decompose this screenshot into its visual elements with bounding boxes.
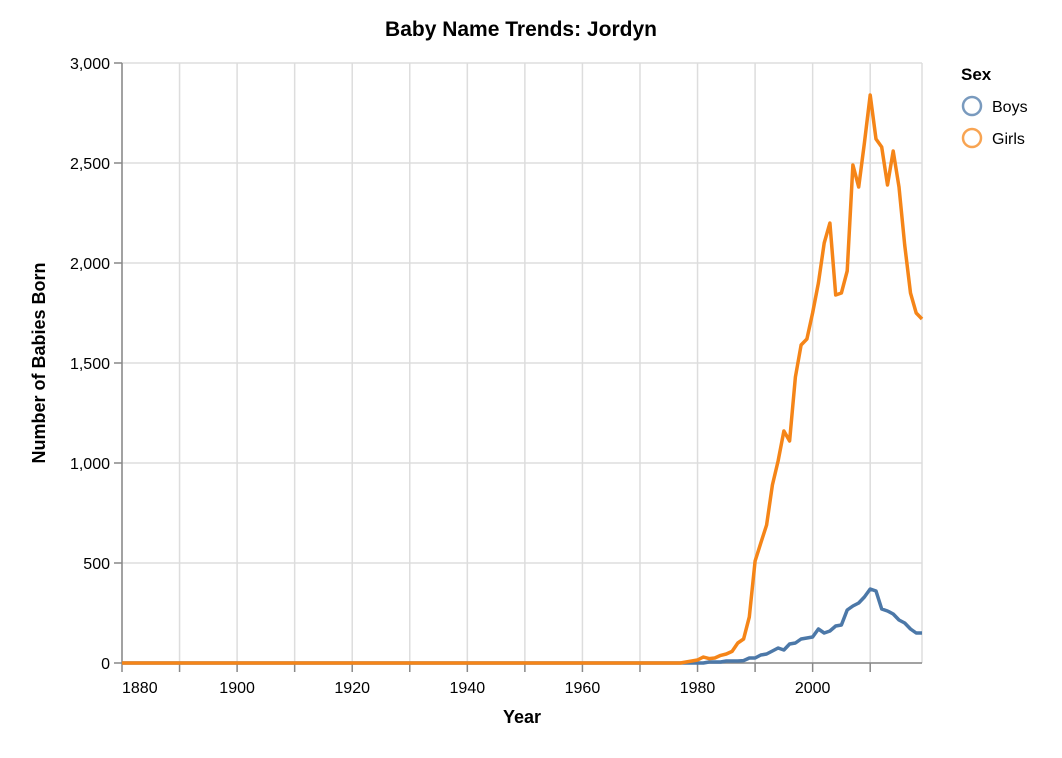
series-line-boys[interactable] [122,587,922,665]
boys-circle-icon [961,95,983,117]
y-tick-label: 1,500 [70,356,110,373]
y-tick-label: 0 [101,656,110,673]
legend-label-boys: Boys [992,99,1028,116]
legend-title: Sex [961,65,992,84]
legend-item-boys[interactable]: Boys [961,95,1028,117]
x-tick-label: 1880 [122,680,158,697]
x-tick-label: 2000 [795,680,831,697]
x-tick-label: 1900 [219,680,255,697]
legend: Sex Boys Girls [961,65,1028,149]
x-tick-label: 1940 [450,680,486,697]
x-tick-label: 1960 [565,680,601,697]
y-tick-label: 2,000 [70,256,110,273]
girls-circle-icon [961,127,983,149]
series-lines [122,93,924,665]
y-tick-label: 3,000 [70,56,110,73]
y-tick-label: 1,000 [70,456,110,473]
gridlines [121,62,923,664]
x-axis-label: Year [503,707,541,727]
legend-item-girls[interactable]: Girls [961,127,1025,149]
y-tick-label: 2,500 [70,156,110,173]
series-line-girls[interactable] [122,93,924,665]
x-tick-label: 1920 [334,680,370,697]
x-tick-label: 1980 [680,680,716,697]
legend-label-girls: Girls [992,131,1025,148]
chart-title: Baby Name Trends: Jordyn [385,18,657,41]
y-axis-label: Number of Babies Born [29,262,49,463]
y-tick-label: 500 [83,556,110,573]
